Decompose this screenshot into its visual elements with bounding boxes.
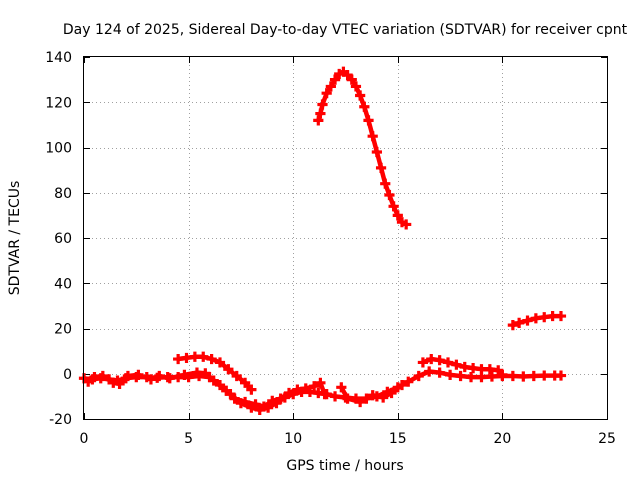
y-tick-label: 100 — [45, 141, 72, 157]
data-series-track — [510, 313, 564, 328]
y-tick-label: 40 — [54, 276, 72, 292]
data-series — [313, 66, 412, 230]
data-series-track — [175, 354, 254, 392]
data-series — [417, 353, 508, 380]
data-series-track — [420, 356, 505, 378]
grid-layer — [84, 57, 607, 419]
x-tick-label: 0 — [80, 431, 89, 447]
x-tick-label: 20 — [493, 431, 511, 447]
x-axis-label: GPS time / hours — [286, 458, 403, 474]
y-tick-label: 20 — [54, 322, 72, 338]
data-series — [507, 310, 567, 331]
data-series-track — [339, 382, 405, 405]
data-series-track — [85, 370, 327, 409]
data-series-track — [316, 69, 409, 227]
data-series — [83, 367, 330, 412]
y-tick-label: 140 — [45, 50, 72, 66]
y-axis-label: SDTVAR / TECUs — [7, 181, 23, 296]
y-tick-label: -20 — [49, 412, 72, 428]
y-tick-label: 120 — [45, 95, 72, 111]
x-tick-label: 10 — [284, 431, 302, 447]
y-tick-label: 60 — [54, 231, 72, 247]
y-tick-label: 80 — [54, 186, 72, 202]
y-tick-label: 0 — [63, 367, 72, 383]
x-tick-label: 25 — [598, 431, 616, 447]
x-tick-label: 15 — [389, 431, 407, 447]
data-series — [336, 379, 408, 408]
chart-title: Day 124 of 2025, Sidereal Day-to-day VTE… — [63, 22, 628, 38]
data-layer — [78, 66, 567, 416]
x-tick-label: 5 — [184, 431, 193, 447]
tick-layer: 0 5 10 15 20 25 -20 0 20 40 60 80 100 120 140 — [45, 50, 616, 447]
plot-frame — [83, 56, 608, 420]
data-series — [173, 351, 257, 395]
